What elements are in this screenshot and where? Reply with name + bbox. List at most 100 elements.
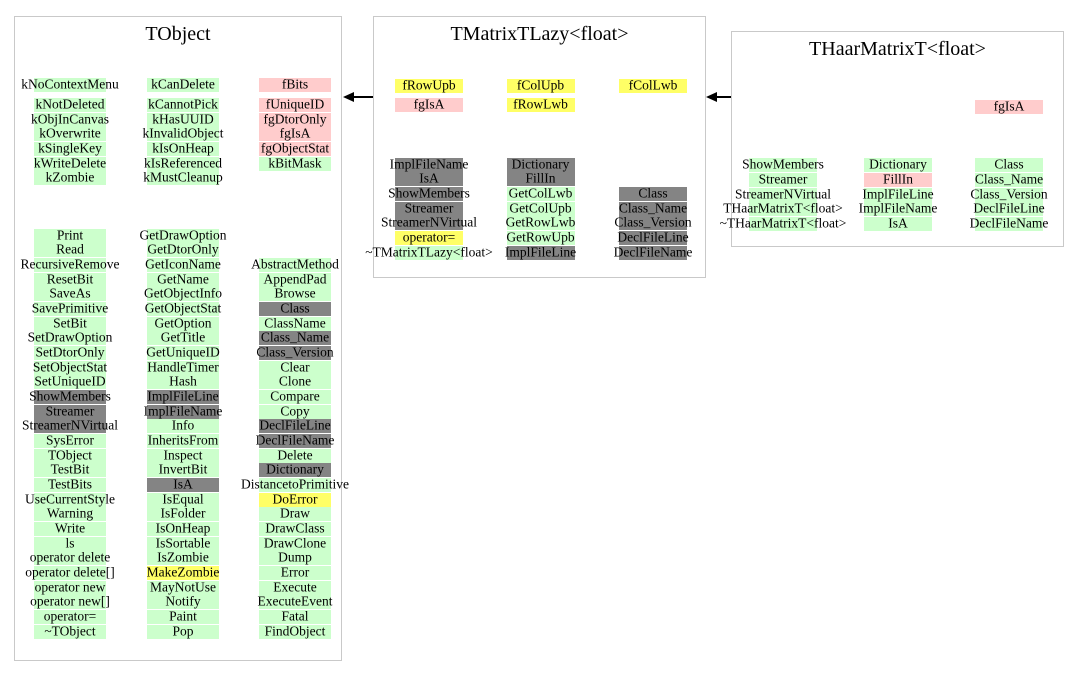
member-cell[interactable]: IsSortable <box>147 536 219 551</box>
member-cell[interactable]: IsEqual <box>147 492 219 507</box>
member-cell[interactable]: AppendPad <box>259 272 331 287</box>
member-cell[interactable]: HandleTimer <box>147 360 219 375</box>
member-cell[interactable]: RecursiveRemove <box>21 257 119 273</box>
member-cell[interactable]: SavePrimitive <box>32 301 108 317</box>
member-cell[interactable]: Streamer <box>34 404 106 419</box>
member-cell[interactable]: ImplFileLine <box>505 245 576 260</box>
member-cell[interactable]: Dictionary <box>506 157 575 172</box>
member-cell[interactable]: Print <box>34 228 106 243</box>
member-cell[interactable]: Notify <box>147 594 219 610</box>
member-cell[interactable]: FindObject <box>259 624 331 639</box>
member-cell[interactable]: SetBit <box>34 316 106 331</box>
member-cell[interactable]: GetDtorOnly <box>147 242 219 258</box>
member-cell[interactable]: MakeZombie <box>147 565 219 581</box>
member-cell[interactable]: ImplFileName <box>390 157 468 172</box>
member-cell[interactable]: fUniqueID <box>259 97 331 112</box>
member-cell[interactable]: kNoContextMenu <box>21 77 119 92</box>
member-cell[interactable]: Streamer <box>395 201 463 216</box>
member-cell[interactable]: DeclFileName <box>970 216 1048 231</box>
member-cell[interactable]: Draw <box>259 506 331 522</box>
member-cell[interactable]: fColUpb <box>506 78 575 93</box>
member-cell[interactable]: GetColUpb <box>506 201 575 216</box>
member-cell[interactable]: ImplFileName <box>144 404 222 419</box>
member-cell[interactable]: fgObjectStat <box>259 141 331 156</box>
member-cell[interactable]: kInvalidObject <box>143 126 223 142</box>
member-cell[interactable]: DeclFileName <box>256 433 334 449</box>
member-cell[interactable]: fColLwb <box>619 78 687 93</box>
member-cell[interactable]: operator delete <box>30 550 110 566</box>
member-cell[interactable]: Browse <box>259 286 331 302</box>
member-cell[interactable]: Class <box>975 157 1043 173</box>
member-cell[interactable]: GetColLwb <box>506 186 575 202</box>
member-cell[interactable]: ShowMembers <box>742 157 824 173</box>
member-cell[interactable]: IsA <box>147 477 219 493</box>
member-cell[interactable]: SetObjectStat <box>33 360 107 375</box>
member-cell[interactable]: kBitMask <box>259 156 331 171</box>
member-cell[interactable]: GetName <box>147 272 219 287</box>
member-cell[interactable]: kSingleKey <box>34 141 106 156</box>
member-cell[interactable]: DeclFileLine <box>259 418 331 434</box>
member-cell[interactable]: SetDtorOnly <box>34 345 106 361</box>
member-cell[interactable]: Dictionary <box>864 157 932 173</box>
member-cell[interactable]: StreamerNVirtual <box>381 215 477 231</box>
member-cell[interactable]: DeclFileLine <box>617 230 689 246</box>
member-cell[interactable]: MayNotUse <box>147 580 219 595</box>
member-cell[interactable]: kWriteDelete <box>34 156 106 171</box>
member-cell[interactable]: fRowUpb <box>395 78 463 93</box>
member-cell[interactable]: DoError <box>259 492 331 507</box>
member-cell[interactable]: GetOption <box>147 316 219 331</box>
member-cell[interactable]: ImplFileLine <box>147 389 219 405</box>
member-cell[interactable]: ls <box>34 536 106 551</box>
member-cell[interactable]: TObject <box>34 448 106 463</box>
member-cell[interactable]: FillIn <box>864 172 932 187</box>
member-cell[interactable]: InheritsFrom <box>147 433 219 449</box>
member-cell[interactable]: ResetBit <box>34 272 106 287</box>
member-cell[interactable]: TestBits <box>34 477 106 493</box>
class-title-tmatrixtlazy[interactable]: TMatrixTLazy<float> <box>450 23 629 45</box>
member-cell[interactable]: fgIsA <box>395 97 463 112</box>
member-cell[interactable]: Inspect <box>147 448 219 463</box>
member-cell[interactable]: Paint <box>147 609 219 625</box>
member-cell[interactable]: IsA <box>864 216 932 231</box>
member-cell[interactable]: SetUniqueID <box>34 374 106 390</box>
member-cell[interactable]: Compare <box>259 389 331 405</box>
member-cell[interactable]: Pop <box>147 624 219 639</box>
member-cell[interactable]: InvertBit <box>147 462 219 478</box>
member-cell[interactable]: kCannotPick <box>147 97 219 112</box>
member-cell[interactable]: StreamerNVirtual <box>22 418 118 434</box>
member-cell[interactable]: AbstractMethod <box>251 257 339 273</box>
member-cell[interactable]: Copy <box>259 404 331 419</box>
member-cell[interactable]: Hash <box>147 374 219 390</box>
member-cell[interactable]: Write <box>34 521 106 537</box>
member-cell[interactable]: kOverwrite <box>34 126 106 142</box>
member-cell[interactable]: GetUniqueID <box>146 345 220 361</box>
member-cell[interactable]: Dump <box>259 550 331 566</box>
member-cell[interactable]: FillIn <box>506 171 575 187</box>
member-cell[interactable]: Streamer <box>749 172 817 187</box>
member-cell[interactable]: fgIsA <box>259 126 331 142</box>
member-cell[interactable]: Read <box>34 242 106 258</box>
member-cell[interactable]: GetRowLwb <box>506 215 575 231</box>
member-cell[interactable]: UseCurrentStyle <box>25 492 115 507</box>
member-cell[interactable]: ~THaarMatrixT<float> <box>720 216 846 231</box>
member-cell[interactable]: kNotDeleted <box>34 97 106 112</box>
member-cell[interactable]: GetDrawOption <box>140 228 226 243</box>
member-cell[interactable]: kZombie <box>34 170 106 186</box>
member-cell[interactable]: DeclFileName <box>614 245 692 260</box>
member-cell[interactable]: fgDtorOnly <box>259 112 331 127</box>
member-cell[interactable]: IsZombie <box>147 550 219 566</box>
class-title-thaarmatrixt[interactable]: THaarMatrixT<float> <box>809 38 986 60</box>
member-cell[interactable]: operator delete[] <box>25 565 115 581</box>
member-cell[interactable]: Delete <box>259 448 331 463</box>
member-cell[interactable]: Fatal <box>259 609 331 625</box>
member-cell[interactable]: DeclFileLine <box>973 201 1045 217</box>
member-cell[interactable]: kObjInCanvas <box>31 112 109 127</box>
member-cell[interactable]: Execute <box>259 580 331 595</box>
member-cell[interactable]: GetTitle <box>147 330 219 346</box>
member-cell[interactable]: kIsReferenced <box>144 156 222 171</box>
member-cell[interactable]: SetDrawOption <box>28 330 112 346</box>
member-cell[interactable]: Class <box>259 301 331 317</box>
member-cell[interactable]: GetObjectStat <box>145 301 221 317</box>
member-cell[interactable]: Class_Name <box>259 330 331 346</box>
class-title-tobject[interactable]: TObject <box>145 23 211 45</box>
